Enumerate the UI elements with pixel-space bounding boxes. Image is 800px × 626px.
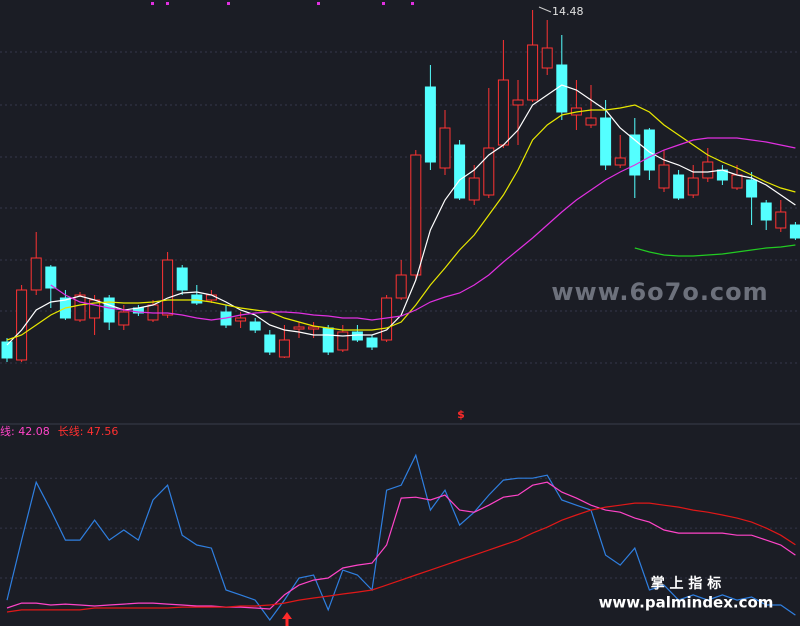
marker-dot — [166, 2, 169, 5]
candle-body — [264, 334, 276, 353]
grid — [0, 51, 800, 579]
candle-body — [789, 224, 800, 239]
candle-body — [556, 64, 568, 113]
candle-body — [191, 294, 203, 304]
legend-name: 长线 — [58, 424, 80, 438]
top-markers — [151, 2, 414, 5]
candle-body — [118, 311, 130, 326]
candle-body — [658, 164, 670, 189]
candle-body — [614, 157, 626, 166]
candle-body — [629, 134, 641, 176]
candle-body — [468, 177, 480, 201]
candle-body — [673, 174, 685, 199]
candle-body — [541, 47, 553, 69]
candle-body — [424, 86, 436, 163]
candle-body — [278, 339, 290, 358]
candle-body — [176, 267, 188, 291]
candle-body — [395, 274, 407, 299]
high-leader — [538, 6, 552, 13]
candle-body — [687, 177, 699, 196]
legend-value: : 42.08 — [11, 425, 50, 438]
candle-body — [45, 266, 57, 289]
candle-body — [74, 294, 86, 321]
candle-body — [322, 327, 334, 353]
candle-body — [103, 297, 115, 323]
watermark: www.palmindex.com — [599, 594, 774, 612]
series-line — [6, 104, 796, 341]
candle-body — [512, 99, 524, 106]
candle-body — [205, 294, 217, 301]
candle-body — [600, 117, 612, 166]
candle-body — [162, 259, 174, 316]
marker-dot — [151, 2, 154, 5]
series-line — [6, 481, 796, 610]
high-label: 14.48 — [552, 5, 584, 18]
watermark: 掌 上 指 标 — [651, 575, 722, 592]
watermark: www.6o7o.com — [551, 278, 768, 306]
marker-dot — [317, 2, 320, 5]
candle-body — [16, 289, 28, 361]
marker-dot — [382, 2, 385, 5]
signal-marker: $ — [457, 408, 465, 421]
candle-body — [410, 154, 422, 276]
marker-dot — [227, 2, 230, 5]
candle-body — [454, 144, 466, 199]
legend: 线: 42.08 长线: 47.56 — [0, 424, 118, 438]
series-line — [634, 244, 796, 257]
candle-body — [746, 179, 758, 198]
candle-body — [1, 341, 13, 359]
candle-body — [30, 257, 42, 291]
candle-body — [760, 202, 772, 221]
candle-body — [337, 331, 349, 351]
candle-body — [643, 129, 655, 171]
candle-body — [249, 321, 261, 331]
marker-dot — [411, 2, 414, 5]
series-line — [6, 502, 796, 613]
legend-name: 线 — [0, 424, 11, 438]
candle-body — [775, 211, 787, 229]
candle-body — [497, 79, 509, 146]
legend-value: : 47.56 — [80, 425, 119, 438]
candle-body — [527, 44, 539, 101]
series-line — [6, 453, 796, 622]
candle-body — [483, 147, 495, 196]
candle-body — [351, 331, 363, 341]
indicator-panel — [6, 453, 796, 622]
buy-arrow — [282, 612, 292, 626]
series-line — [6, 84, 796, 346]
candle-body — [731, 174, 743, 189]
candle-body — [235, 317, 247, 322]
candle-body — [308, 326, 320, 330]
candle-body — [585, 117, 597, 126]
price-panel — [1, 10, 800, 362]
candle-body — [439, 127, 451, 169]
candle-body — [293, 326, 305, 330]
candle-body — [366, 337, 378, 348]
series-line — [50, 137, 796, 321]
candle-body — [702, 161, 714, 179]
